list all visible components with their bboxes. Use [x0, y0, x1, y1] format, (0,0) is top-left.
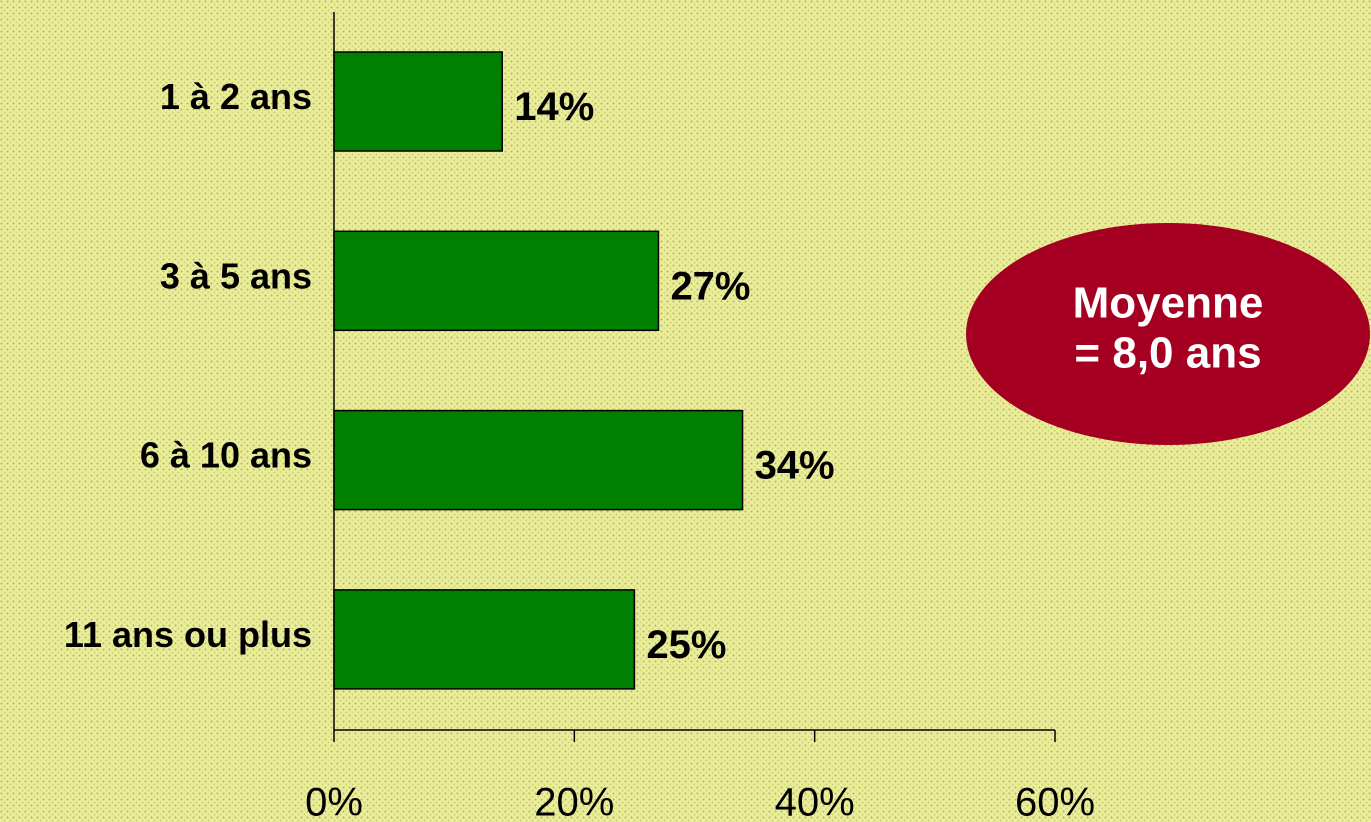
- bar: [333, 51, 503, 152]
- annotation-text: = 8,0 ans: [1074, 329, 1261, 378]
- x-tick-label: 20%: [534, 781, 614, 822]
- value-label: 25%: [646, 623, 726, 667]
- annotation-text: Moyenne: [1073, 279, 1264, 328]
- x-tick-label: 60%: [1015, 781, 1095, 822]
- category-label: 3 à 5 ans: [160, 255, 312, 296]
- annotation-bubble: [966, 223, 1370, 445]
- value-label: 27%: [670, 264, 750, 308]
- x-tick-label: 40%: [775, 781, 855, 822]
- category-label: 6 à 10 ans: [140, 435, 312, 476]
- category-label: 11 ans ou plus: [64, 614, 312, 655]
- category-label: 1 à 2 ans: [160, 76, 312, 117]
- value-label: 14%: [514, 85, 594, 129]
- x-tick-label: 0%: [305, 781, 363, 822]
- bar: [333, 589, 636, 690]
- value-label: 34%: [755, 444, 835, 488]
- bar: [333, 409, 744, 511]
- bar: [333, 230, 660, 332]
